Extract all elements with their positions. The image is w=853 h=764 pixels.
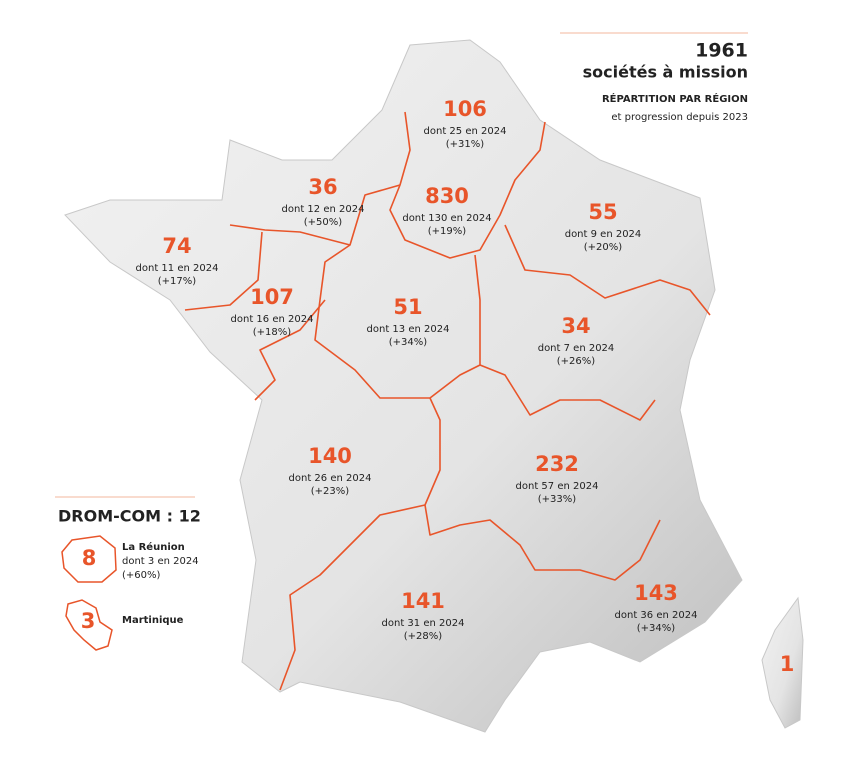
region-border — [424, 397, 661, 581]
region-new: dont 12 en 2024 — [282, 204, 365, 215]
region-new: dont 57 en 2024 — [516, 481, 599, 492]
region-count: 830 — [425, 184, 469, 208]
region-border — [389, 111, 546, 259]
region-count: 74 — [162, 234, 191, 258]
region-border — [504, 224, 711, 316]
region-growth: (+50%) — [304, 217, 343, 228]
region-growth: (+31%) — [446, 139, 485, 150]
region-labels: 106 dont 25 en 2024 (+31%) 36 dont 12 en 202… — [136, 97, 698, 642]
region-new: dont 36 en 2024 — [615, 610, 698, 621]
region-new: dont 31 en 2024 — [382, 618, 465, 629]
region-count: 140 — [308, 444, 352, 468]
corsica-count: 1 — [780, 652, 795, 676]
note: et progression depuis 2023 — [611, 112, 748, 123]
region-new: dont 11 en 2024 — [136, 263, 219, 274]
region-new: dont 9 en 2024 — [565, 229, 642, 240]
region-growth: (+20%) — [584, 242, 623, 253]
region-new: dont 13 en 2024 — [367, 324, 450, 335]
region-growth: (+33%) — [538, 494, 577, 505]
france-outline — [64, 39, 743, 733]
region-new: dont 16 en 2024 — [231, 314, 314, 325]
martinique-name: Martinique — [122, 615, 184, 626]
region-growth: (+23%) — [311, 486, 350, 497]
subtitle: sociétés à mission — [583, 63, 748, 82]
region-new: dont 25 en 2024 — [424, 126, 507, 137]
region-new: dont 130 en 2024 — [402, 213, 491, 224]
region-count: 34 — [561, 314, 590, 338]
region-growth: (+34%) — [637, 623, 676, 634]
reunion-new: dont 3 en 2024 — [122, 556, 199, 567]
region-count: 107 — [250, 285, 294, 309]
reunion-growth: (+60%) — [122, 570, 161, 581]
region-border — [229, 224, 351, 246]
region-border — [254, 299, 326, 401]
region-count: 36 — [308, 175, 337, 199]
reunion-shape — [61, 535, 117, 583]
region-new: dont 26 en 2024 — [289, 473, 372, 484]
region-growth: (+28%) — [404, 631, 443, 642]
region-growth: (+26%) — [557, 356, 596, 367]
total: 1961 — [695, 40, 748, 62]
martinique-shape — [65, 599, 113, 651]
region-borders — [184, 111, 711, 691]
region-growth: (+34%) — [389, 337, 428, 348]
reunion-count: 8 — [82, 546, 97, 570]
region-growth: (+19%) — [428, 226, 467, 237]
region-new: dont 7 en 2024 — [538, 343, 615, 354]
region-count: 141 — [401, 589, 445, 613]
region-count: 106 — [443, 97, 487, 121]
drom-title: DROM-COM : 12 — [58, 507, 201, 526]
region-growth: (+17%) — [158, 276, 197, 287]
region-border — [279, 504, 426, 691]
region-count: 51 — [393, 295, 422, 319]
region-count: 143 — [634, 581, 678, 605]
region-border — [479, 364, 656, 421]
region-growth: (+18%) — [253, 327, 292, 338]
reunion-name: La Réunion — [122, 541, 185, 553]
region-count: 232 — [535, 452, 579, 476]
corsica-outline — [761, 596, 804, 729]
martinique-count: 3 — [81, 609, 96, 633]
region-count: 55 — [588, 200, 617, 224]
region-border — [184, 231, 263, 311]
heading: RÉPARTITION PAR RÉGION — [602, 92, 748, 105]
